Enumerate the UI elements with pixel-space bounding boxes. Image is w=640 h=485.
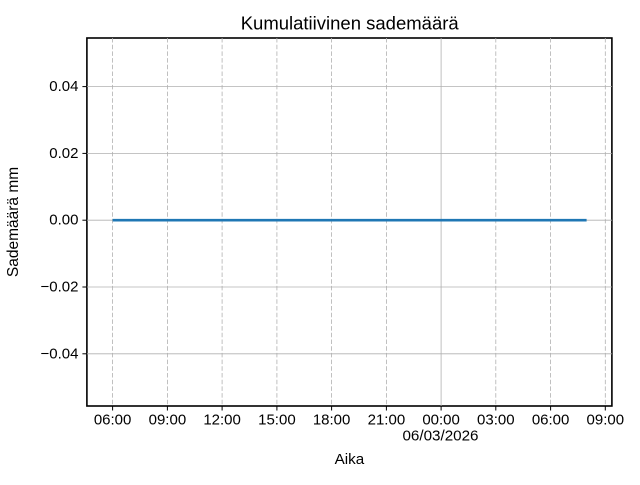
svg-text:09:00: 09:00 [149, 412, 187, 429]
svg-text:09:00: 09:00 [587, 412, 625, 429]
svg-text:−0.04: −0.04 [41, 345, 79, 362]
svg-text:Sademäärä mm: Sademäärä mm [5, 167, 22, 277]
svg-text:Kumulatiivinen sademäärä: Kumulatiivinen sademäärä [241, 13, 460, 34]
svg-text:Aika: Aika [335, 451, 365, 468]
svg-text:06/03/2026: 06/03/2026 [402, 428, 478, 445]
svg-text:06:00: 06:00 [94, 412, 132, 429]
svg-text:−0.02: −0.02 [41, 279, 79, 296]
svg-text:03:00: 03:00 [477, 412, 515, 429]
svg-text:00:00: 00:00 [422, 412, 460, 429]
svg-text:15:00: 15:00 [258, 412, 296, 429]
svg-text:0.02: 0.02 [49, 145, 78, 162]
svg-text:0.04: 0.04 [49, 78, 78, 95]
svg-text:21:00: 21:00 [368, 412, 406, 429]
svg-text:12:00: 12:00 [203, 412, 241, 429]
svg-text:06:00: 06:00 [532, 412, 570, 429]
svg-text:18:00: 18:00 [313, 412, 351, 429]
svg-text:0.00: 0.00 [49, 212, 78, 229]
